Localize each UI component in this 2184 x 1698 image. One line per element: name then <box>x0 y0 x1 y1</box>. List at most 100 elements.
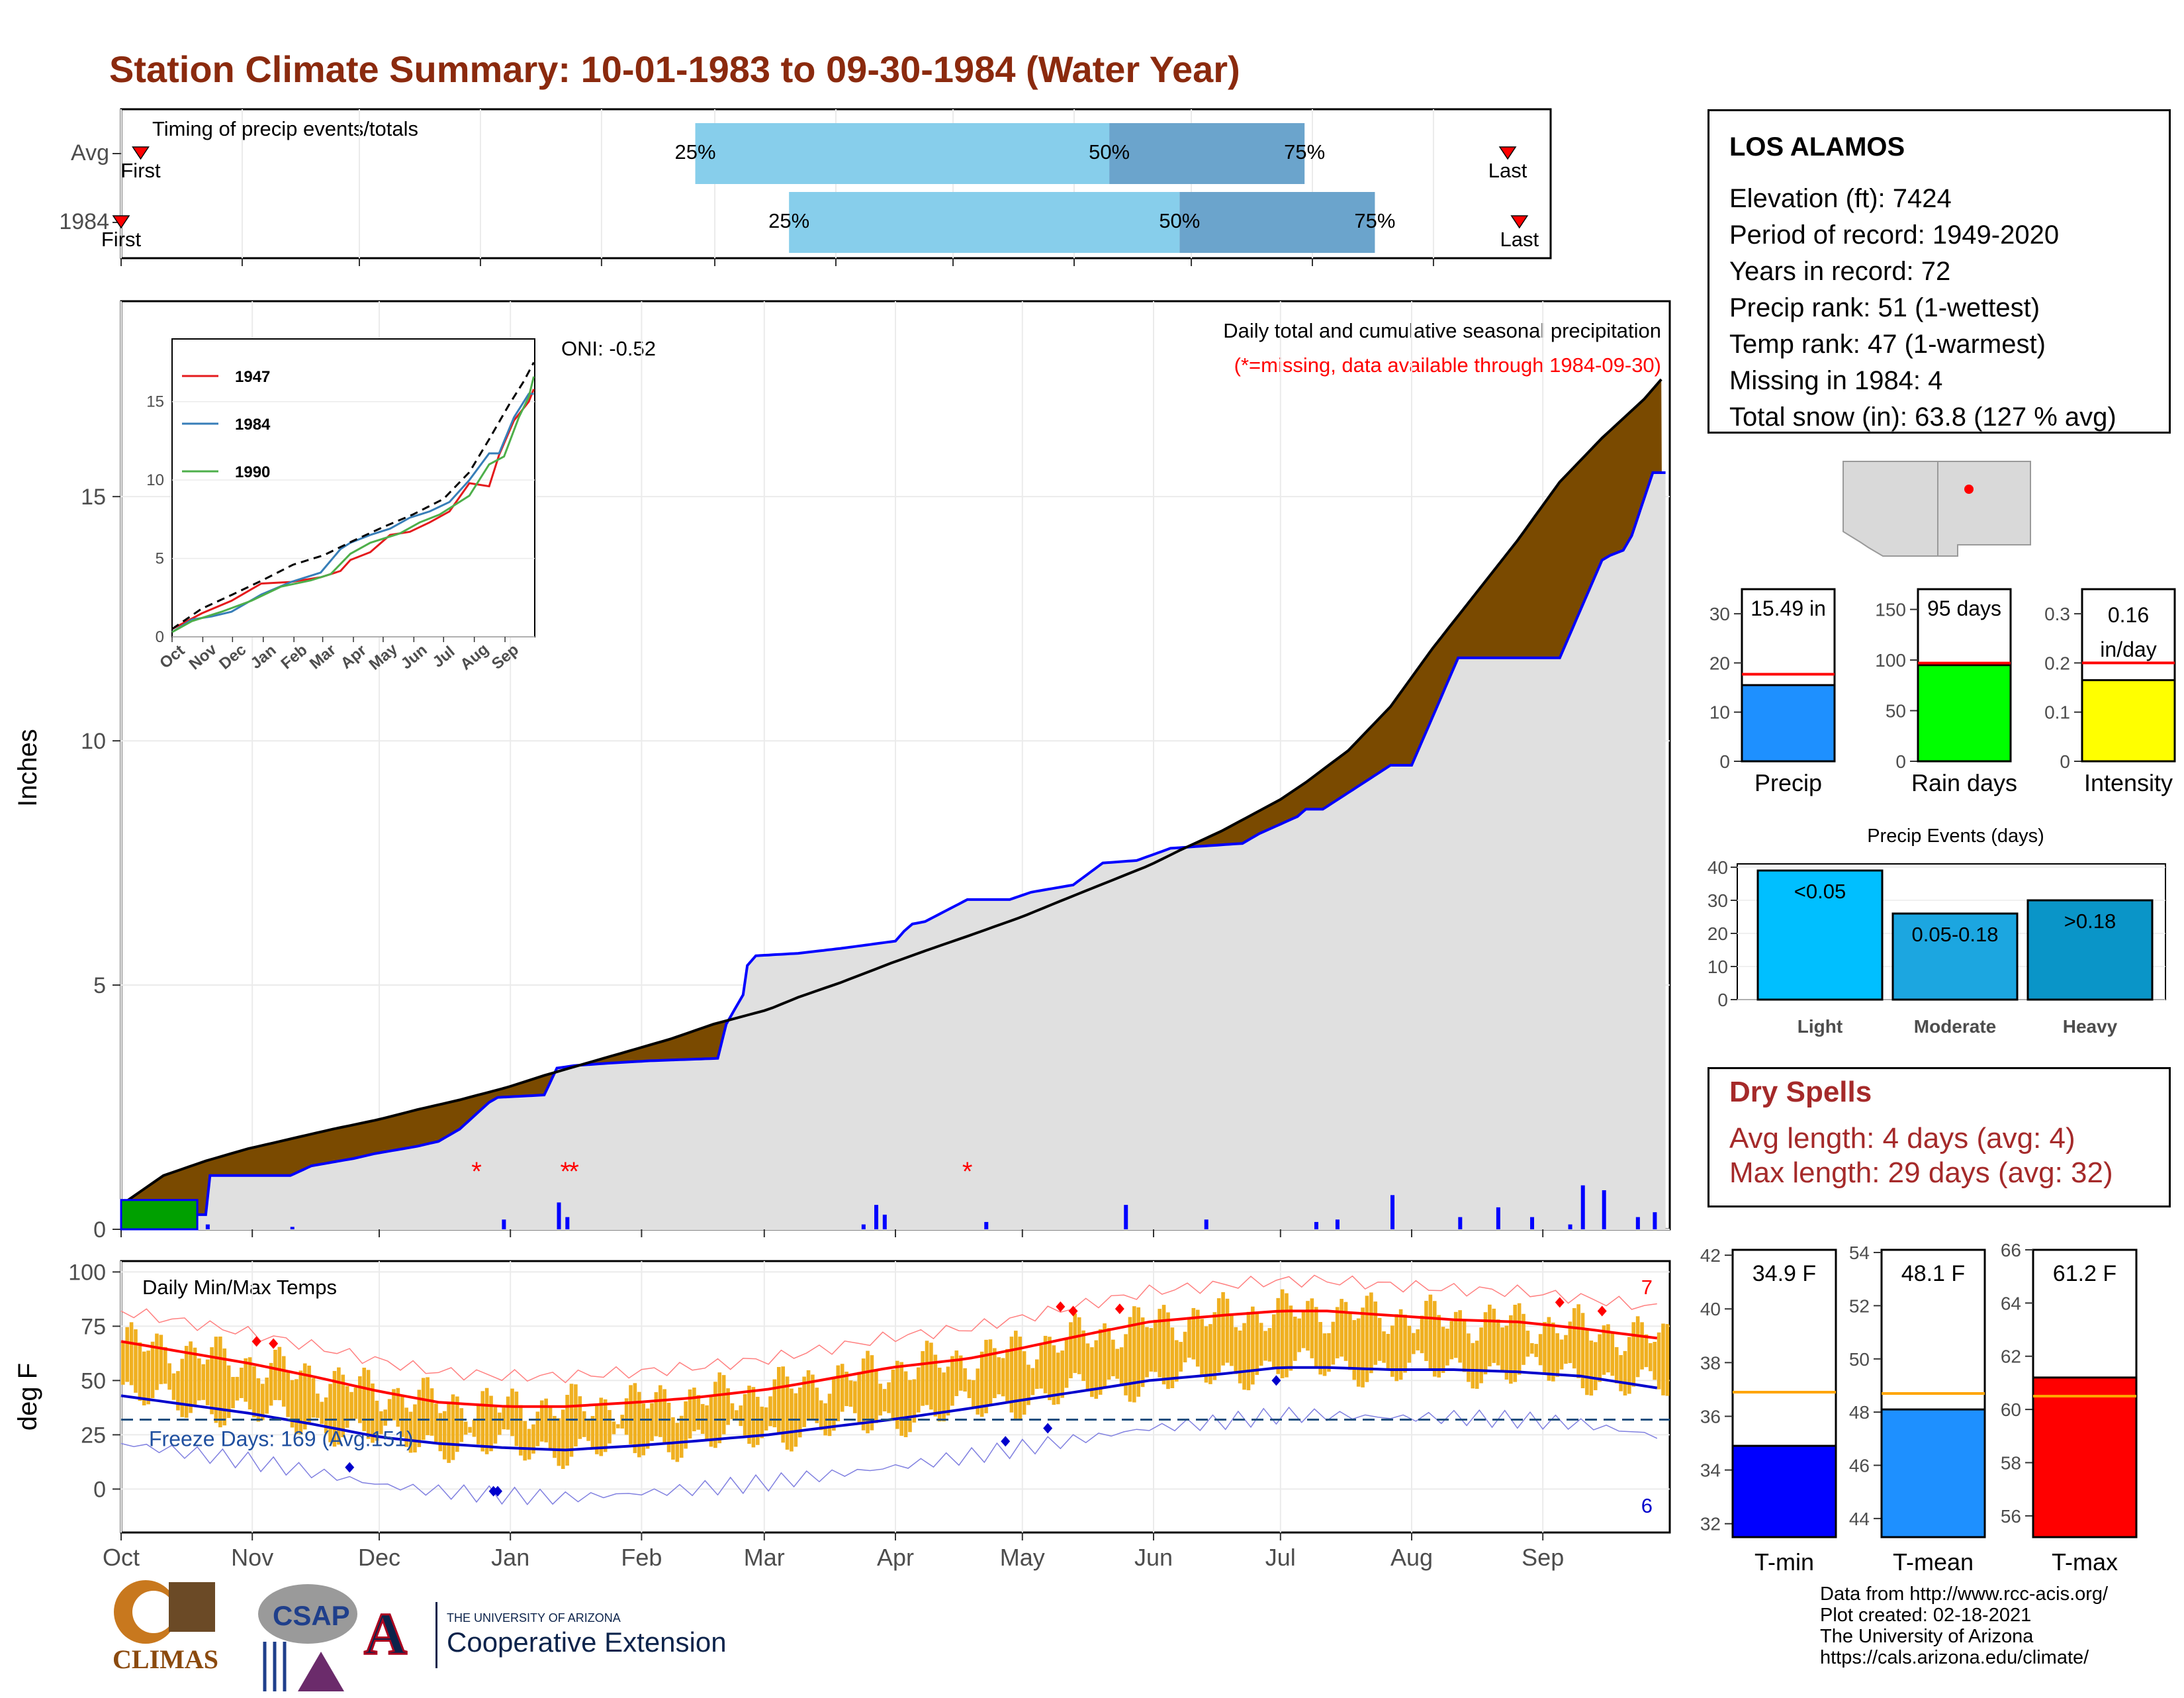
daily-temp-bar-266 <box>1246 1311 1251 1391</box>
total-category-label-2: Intensity <box>2084 769 2173 796</box>
daily-temp-bar-221 <box>1056 1352 1060 1405</box>
daily-temp-bar-211 <box>1014 1331 1018 1419</box>
temp-ytick-label-50: 50 <box>81 1368 106 1393</box>
analog-inset: 051015OctNovDecJanFebMarAprMayJunJulAugS… <box>146 338 535 674</box>
daily-temp-bar-177 <box>870 1355 874 1431</box>
daily-temp-bar-83 <box>472 1419 477 1437</box>
precip-subtitle: (*=missing, data available through 1984-… <box>1234 354 1661 377</box>
map-new-mexico <box>1937 461 2031 557</box>
csap-logo-text: CSAP <box>273 1600 350 1631</box>
daily-temp-bar-216 <box>1034 1359 1039 1390</box>
daily-temp-bar-279 <box>1301 1310 1306 1348</box>
daily-temp-bar-129 <box>666 1402 671 1452</box>
daily-temp-bar-193 <box>937 1368 942 1422</box>
daily-temp-bar-226 <box>1077 1317 1081 1374</box>
daily-precip-bar-12 <box>1335 1219 1340 1229</box>
daily-temp-bar-112 <box>595 1405 599 1454</box>
daily-precip-bar-1 <box>290 1227 295 1229</box>
inset-series-line-3 <box>171 361 535 630</box>
daily-temp-bar-110 <box>586 1419 590 1441</box>
climas-logo-text: CLIMAS <box>113 1644 218 1674</box>
record-low-marker-3 <box>1001 1436 1011 1447</box>
daily-temp-bar-169 <box>836 1365 841 1421</box>
timing-bar-q50-q75-1 <box>1179 192 1375 253</box>
daily-temp-bar-139 <box>709 1395 713 1447</box>
daily-temp-bar-195 <box>946 1366 950 1416</box>
daily-temp-bar-105 <box>565 1395 569 1466</box>
daily-temp-bar-324 <box>1492 1308 1496 1363</box>
daily-temp-bar-154 <box>772 1379 777 1428</box>
temp-month-label-Dec: Dec <box>358 1544 400 1571</box>
daily-temp-bar-50 <box>332 1370 337 1447</box>
record-high-marker-1 <box>269 1338 279 1349</box>
daily-temp-bar-135 <box>692 1388 696 1432</box>
daily-temp-bar-39 <box>286 1370 290 1417</box>
daily-temp-bar-220 <box>1052 1345 1056 1405</box>
event-category-label-2: Heavy <box>2063 1016 2118 1037</box>
daily-temp-bar-235 <box>1115 1348 1120 1379</box>
oni-label: ONI: -0.52 <box>561 337 656 360</box>
daily-precip-bar-21 <box>1653 1212 1657 1229</box>
daily-temp-bar-156 <box>781 1366 785 1443</box>
temp-ytick-label-0: 0 <box>93 1477 106 1502</box>
daily-temp-bar-141 <box>717 1372 722 1444</box>
daily-temp-bar-91 <box>506 1396 510 1430</box>
daily-temp-bar-190 <box>925 1341 929 1405</box>
daily-temp-bar-10 <box>163 1346 167 1384</box>
station-precip-rank: Precip rank: 51 (1-wettest) <box>1729 293 2040 322</box>
missing-day-marker-0: * <box>471 1157 482 1186</box>
daily-temp-bar-75 <box>438 1413 443 1452</box>
daily-temp-bar-231 <box>1098 1329 1103 1395</box>
precip-ytick-label-5: 5 <box>93 973 106 998</box>
daily-temp-bar-248 <box>1170 1327 1175 1388</box>
inset-ytick-label-10: 10 <box>146 471 164 489</box>
total-ytick-label-1-150: 150 <box>1875 600 1906 620</box>
temp-month-label-Feb: Feb <box>621 1544 662 1571</box>
total-ytick-label-0-30: 30 <box>1709 604 1730 624</box>
daily-temp-bar-53 <box>345 1386 349 1428</box>
daily-temp-bar-342 <box>1568 1321 1572 1364</box>
daily-temp-bar-151 <box>760 1406 764 1439</box>
daily-temp-bar-363 <box>1657 1332 1661 1390</box>
daily-temp-bar-323 <box>1488 1304 1492 1367</box>
daily-temp-bar-292 <box>1356 1318 1361 1387</box>
daily-temp-bar-354 <box>1619 1354 1623 1391</box>
daily-temp-bar-318 <box>1467 1333 1471 1382</box>
daily-temp-bar-19 <box>201 1364 206 1400</box>
tmean-ytick-label-2-60: 60 <box>2001 1399 2021 1420</box>
ua-logo-letter: A <box>364 1601 407 1667</box>
daily-temp-bar-256 <box>1204 1326 1208 1383</box>
daily-temp-bar-114 <box>603 1399 608 1452</box>
daily-temp-bar-78 <box>451 1394 455 1460</box>
daily-temp-bar-99 <box>539 1400 544 1442</box>
daily-temp-bar-0 <box>121 1341 125 1385</box>
daily-temp-bar-347 <box>1589 1341 1594 1396</box>
daily-temp-bar-58 <box>366 1370 371 1439</box>
daily-temp-bar-55 <box>353 1388 358 1419</box>
precip-ytick-label-15: 15 <box>81 485 106 510</box>
daily-temp-bar-223 <box>1064 1338 1069 1388</box>
daily-temp-bar-345 <box>1580 1313 1585 1389</box>
daily-temp-bar-294 <box>1365 1296 1369 1382</box>
daily-temp-bar-8 <box>155 1333 159 1390</box>
daily-temp-bar-51 <box>337 1367 341 1445</box>
inset-series-line-0 <box>171 389 535 630</box>
total-ytick-label-0-0: 0 <box>1719 751 1730 772</box>
climas-logo-field <box>169 1582 215 1632</box>
timing-last-marker-0 <box>1498 146 1517 160</box>
daily-temp-bar-121 <box>633 1383 637 1454</box>
total-value-label-2-b: in/day <box>2100 637 2156 661</box>
daily-temp-bar-133 <box>684 1401 688 1449</box>
precip-panel: Daily total and cumulative seasonal prec… <box>13 300 1671 1243</box>
daily-temp-bar-188 <box>916 1367 921 1413</box>
daily-temp-bar-325 <box>1496 1319 1500 1366</box>
daily-temp-bar-89 <box>498 1412 502 1435</box>
daily-temp-bar-192 <box>933 1354 938 1417</box>
daily-temp-bar-205 <box>988 1339 993 1406</box>
daily-temp-bar-127 <box>658 1385 662 1437</box>
daily-temp-bar-120 <box>629 1385 633 1444</box>
missing-day-marker-1: * <box>561 1157 571 1186</box>
station-info-box: LOS ALAMOS Elevation (ft): 7424 Period o… <box>1707 109 2171 434</box>
daily-temp-bar-186 <box>908 1380 912 1433</box>
events-ytick-label-20: 20 <box>1707 923 1728 944</box>
